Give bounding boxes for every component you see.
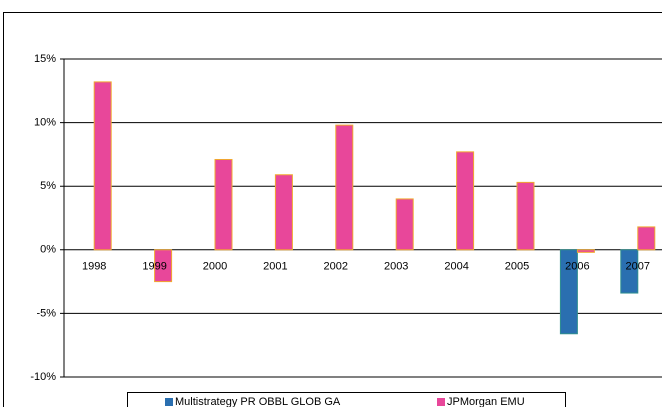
legend-box — [127, 392, 566, 407]
bar — [620, 249, 639, 294]
bar — [559, 249, 578, 335]
bar — [335, 124, 354, 251]
x-tick-label: 2001 — [263, 261, 287, 273]
legend-label: Multistrategy PR OBBL GLOB GA — [175, 396, 341, 407]
bar — [576, 249, 595, 253]
bar — [274, 174, 293, 251]
bar — [516, 181, 535, 251]
x-tick-label: 2006 — [565, 261, 589, 273]
bar — [456, 151, 475, 251]
y-tick-label: 15% — [34, 53, 56, 65]
bar — [395, 198, 414, 251]
x-tick-label: 1998 — [82, 261, 106, 273]
x-tick-label: 2000 — [203, 261, 227, 273]
bar — [214, 158, 233, 251]
x-tick-label: 2007 — [626, 261, 650, 273]
y-tick-label: 10% — [34, 117, 56, 129]
y-tick-label: 5% — [40, 180, 56, 192]
x-tick-label: 2002 — [324, 261, 348, 273]
x-tick-label: 2003 — [384, 261, 408, 273]
bar — [637, 226, 656, 251]
legend-swatch — [437, 398, 445, 406]
y-tick-label: -5% — [36, 307, 56, 319]
chart-frame — [3, 12, 662, 407]
y-tick-label: -10% — [30, 371, 56, 383]
y-tick-label: 0% — [40, 244, 56, 256]
legend-swatch — [165, 398, 173, 406]
legend-label: JPMorgan EMU — [447, 396, 525, 407]
bar — [93, 81, 112, 251]
x-tick-label: 1999 — [142, 261, 166, 273]
bar — [154, 249, 173, 283]
x-tick-label: 2004 — [444, 261, 468, 273]
x-tick-label: 2005 — [505, 261, 529, 273]
